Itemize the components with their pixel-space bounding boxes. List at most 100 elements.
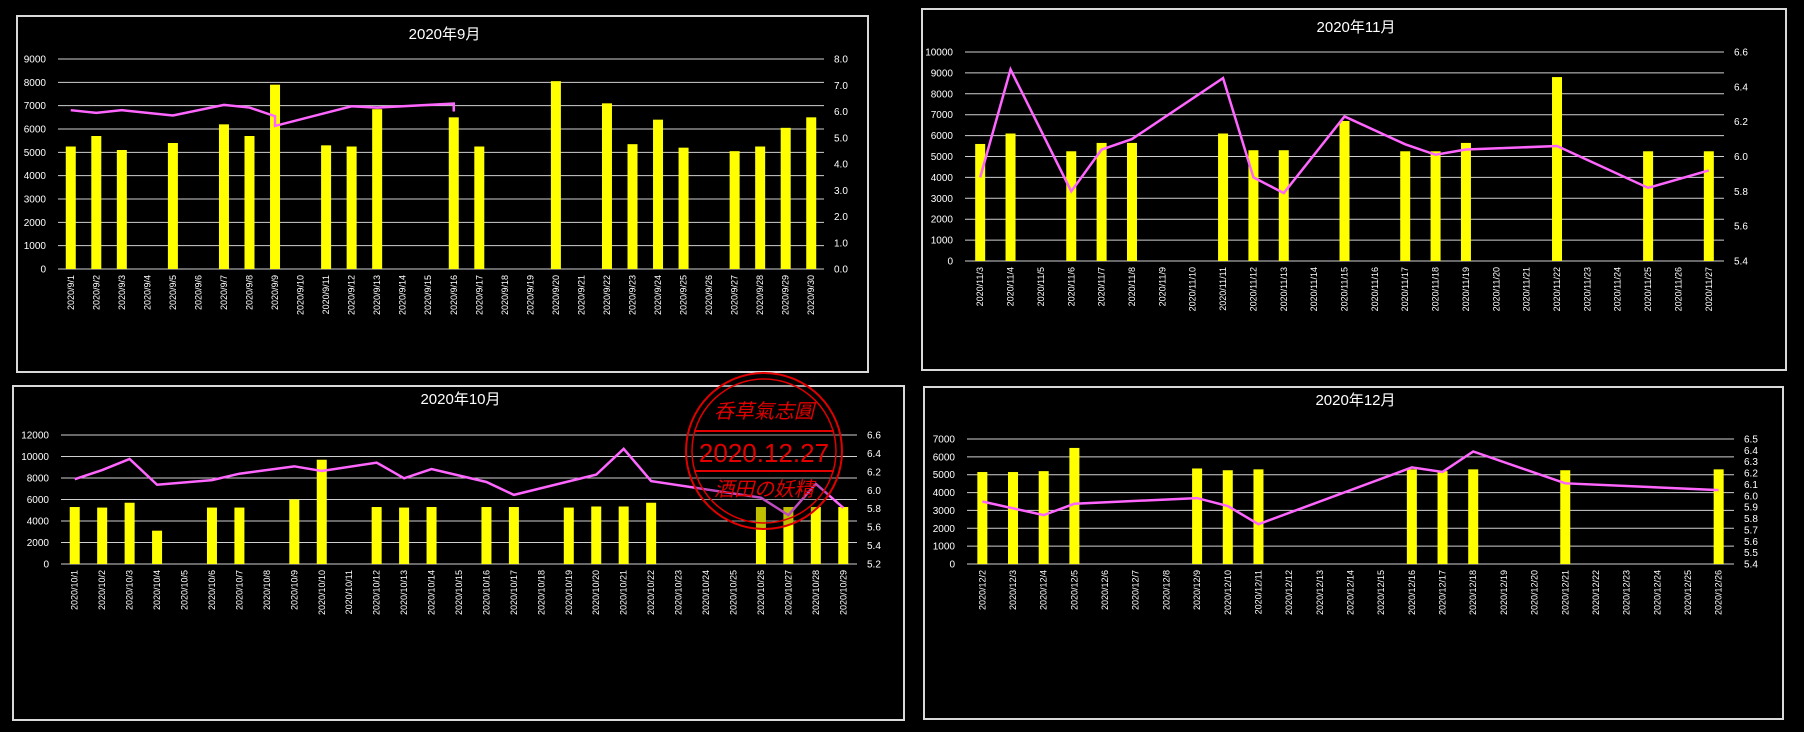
bar <box>1339 120 1350 261</box>
y2-tick-label: 6.1 <box>1744 480 1758 491</box>
chart-svg-september: 2020年9月 0 1000 2000 3000 4000 5000 6000 7000 8000… <box>24 26 849 315</box>
x-tick-label: 2020/11/25 <box>1643 267 1653 311</box>
y2-tick-label: 4.0 <box>834 160 848 171</box>
y-tick-label: 5000 <box>931 152 954 163</box>
x-tick-label: 2020/10/16 <box>481 570 491 615</box>
y-tick-label: 4000 <box>931 173 954 184</box>
bar <box>371 507 382 564</box>
x-tick-label: 2020/11/22 <box>1552 267 1562 311</box>
y-tick-label: 8000 <box>931 89 954 100</box>
x-tick-label: 2020/9/30 <box>806 275 816 315</box>
bar <box>810 507 821 564</box>
x-tick-label: 2020/11/19 <box>1461 267 1471 311</box>
bar <box>627 144 638 269</box>
bar <box>1643 151 1654 261</box>
x-tick-label: 2020/11/23 <box>1582 267 1592 311</box>
x-tick-label: 2020/11/24 <box>1613 267 1623 311</box>
bar <box>646 502 657 564</box>
y-tick-label: 6000 <box>933 452 956 463</box>
y-tick-label: 0 <box>40 265 46 276</box>
y2-tick-label: 5.8 <box>1734 187 1748 198</box>
y-tick-label: 1000 <box>24 241 47 252</box>
bar <box>1066 151 1077 261</box>
x-tick-label: 2020/11/16 <box>1370 267 1380 311</box>
x-tick-label: 2020/9/6 <box>193 275 203 310</box>
bar <box>977 472 988 564</box>
y2-tick-label: 6.2 <box>867 467 881 478</box>
y2-tick-label: 5.8 <box>867 504 881 515</box>
x-tick-label: 2020/12/20 <box>1530 570 1540 615</box>
y-tick-label: 4000 <box>27 517 50 528</box>
x-tick-label: 2020/12/21 <box>1560 570 1570 615</box>
x-tick-label: 2020/11/12 <box>1248 267 1258 311</box>
bar <box>1468 469 1479 564</box>
y-tick-label: 12000 <box>21 431 49 442</box>
x-tick-label: 2020/11/3 <box>975 267 985 306</box>
stamp-text-date: 2020.12.27 <box>699 438 829 468</box>
x-tick-label: 2020/11/4 <box>1006 267 1016 306</box>
bar <box>399 507 410 564</box>
chart-svg-october: 2020年10月 0 2000 4000 6000 8000 10000 12000 5.2 5.… <box>21 391 881 615</box>
x-tick-label: 2020/12/9 <box>1192 570 1202 610</box>
x-tick-label: 2020/12/11 <box>1253 570 1263 614</box>
x-tick-label: 2020/12/15 <box>1376 570 1386 615</box>
y-tick-label: 6000 <box>27 495 50 506</box>
bar <box>755 507 766 564</box>
y-tick-label: 9000 <box>24 55 47 66</box>
x-tick-label: 2020/11/17 <box>1400 267 1410 311</box>
y2-tick-label: 6.0 <box>1744 491 1758 502</box>
x-tick-label: 2020/12/22 <box>1591 570 1601 615</box>
bar <box>550 81 561 270</box>
bar <box>244 136 255 269</box>
bar <box>1008 472 1019 564</box>
chart-panel-november: 2020年11月 0 1000 2000 3000 4000 5000 6000 7000 800… <box>921 8 1787 371</box>
x-tick-label: 2020/12/8 <box>1161 570 1171 610</box>
bar <box>678 147 689 269</box>
x-tick-label: 2020/9/5 <box>168 275 178 310</box>
x-tick-label: 2020/12/26 <box>1714 570 1724 615</box>
bar <box>1437 471 1448 564</box>
y2-tick-label: 5.4 <box>1734 257 1748 268</box>
y-tick-label: 2000 <box>27 538 50 549</box>
chart-svg-november: 2020年11月 0 1000 2000 3000 4000 5000 6000 7000 800… <box>925 19 1748 311</box>
x-tick-label: 2020/12/10 <box>1223 570 1233 615</box>
x-tick-label: 2020/9/15 <box>423 275 433 315</box>
x-tick-label: 2020/11/6 <box>1066 267 1076 306</box>
bar <box>1126 142 1137 261</box>
y-tick-label: 8000 <box>27 474 50 485</box>
x-tick-label: 2020/10/27 <box>783 570 793 615</box>
y2-tick-label: 5.4 <box>867 541 881 552</box>
y2-tick-label: 5.7 <box>1744 525 1758 536</box>
x-tick-label: 2020/9/9 <box>270 275 280 310</box>
x-tick-label: 2020/11/13 <box>1279 267 1289 311</box>
y2-tick-label: 0.0 <box>834 265 848 276</box>
y-tick-label: 10000 <box>925 48 953 59</box>
bar <box>289 499 300 564</box>
x-tick-label: 2020/10/9 <box>289 570 299 610</box>
x-tick-label: 2020/12/5 <box>1069 570 1079 610</box>
x-tick-label: 2020/10/15 <box>454 570 464 615</box>
y2-tick-label: 6.0 <box>867 486 881 497</box>
bar <box>1713 469 1724 564</box>
y-tick-label: 1000 <box>931 236 954 247</box>
y-tick-label: 3000 <box>931 194 954 205</box>
bar <box>838 507 849 564</box>
y2-tick-label: 5.6 <box>867 523 881 534</box>
bar <box>1005 133 1016 261</box>
y2-tick-label: 5.6 <box>1734 222 1748 233</box>
y-tick-label: 2000 <box>933 524 956 535</box>
bar <box>91 136 102 269</box>
bar <box>729 151 740 269</box>
x-tick-label: 2020/10/7 <box>234 570 244 610</box>
y-tick-label: 5000 <box>933 470 956 481</box>
x-tick-label: 2020/10/14 <box>427 570 437 615</box>
x-tick-label: 2020/11/18 <box>1431 267 1441 311</box>
bar <box>591 506 602 564</box>
bar <box>1038 471 1049 564</box>
bar <box>653 119 664 270</box>
x-tick-label: 2020/9/12 <box>347 275 357 315</box>
x-tick-label: 2020/11/15 <box>1340 267 1350 311</box>
x-tick-label: 2020/11/8 <box>1127 267 1137 306</box>
bar <box>1400 151 1411 261</box>
bar <box>474 146 485 269</box>
